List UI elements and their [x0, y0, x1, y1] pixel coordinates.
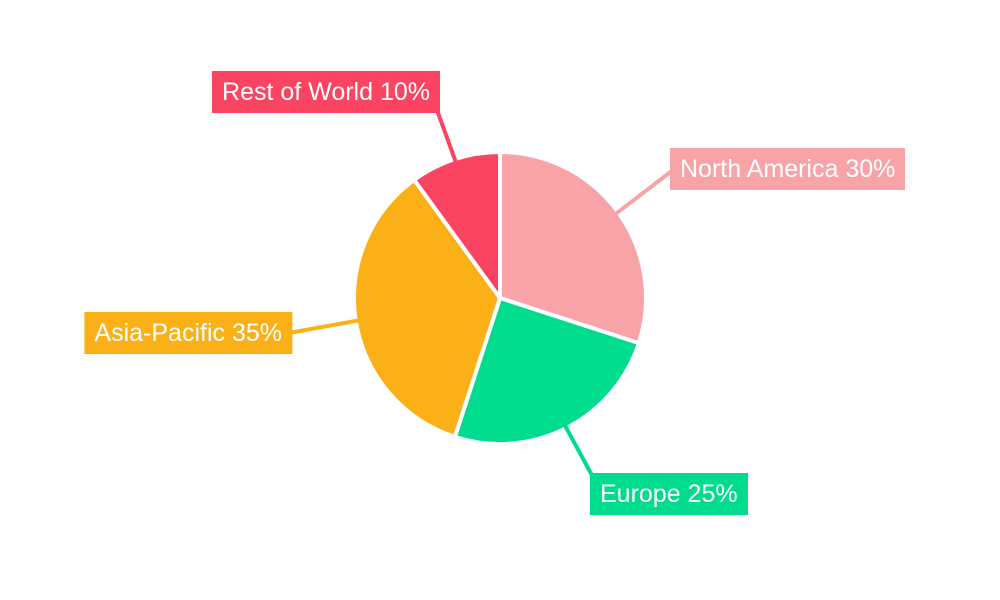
- leader-line-rest-of-world: [435, 108, 459, 165]
- leader-line-north-america: [612, 168, 675, 217]
- leader-line-europe: [562, 422, 596, 481]
- slice-label-asia-pacific: Asia-Pacific 35%: [84, 312, 292, 354]
- slice-label-europe: Europe 25%: [590, 473, 748, 515]
- slice-label-north-america: North America 30%: [670, 148, 906, 190]
- slice-label-rest-of-world: Rest of World 10%: [212, 71, 440, 113]
- leader-line-asia-pacific: [287, 318, 362, 335]
